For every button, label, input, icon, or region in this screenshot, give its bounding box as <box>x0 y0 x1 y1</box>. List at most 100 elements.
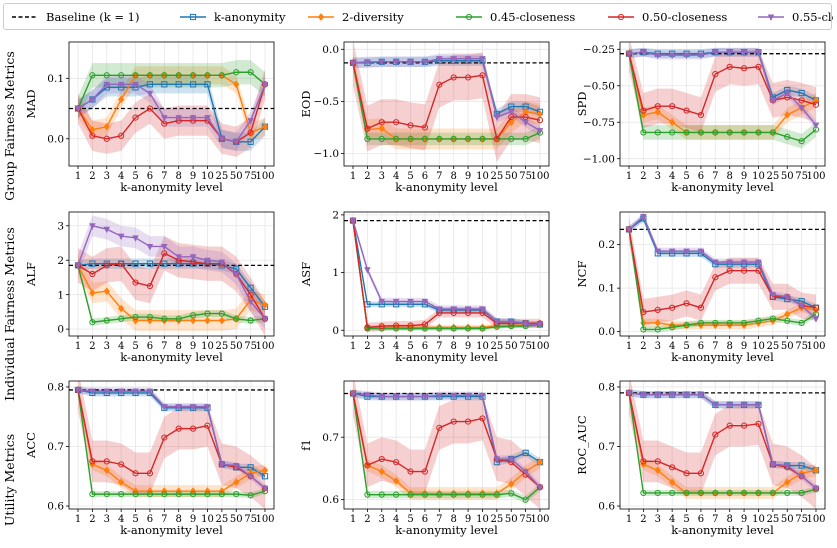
band-c055 <box>353 217 540 328</box>
point-c055 <box>175 254 182 261</box>
point-c055 <box>479 306 486 313</box>
x-tick-label: 50 <box>505 341 518 352</box>
point-c050 <box>683 470 690 477</box>
x-tick-label: 7 <box>161 514 167 525</box>
point-c050 <box>669 103 676 110</box>
x-tick-label: 10 <box>752 514 765 525</box>
point-c055 <box>117 388 125 396</box>
point-c045 <box>421 325 429 332</box>
point-div <box>233 80 240 89</box>
legend-marker-c055 <box>767 14 775 21</box>
point-div <box>378 467 385 476</box>
y-tick-label: 2 <box>332 209 339 221</box>
plot-area <box>69 381 274 509</box>
point-kanon <box>247 138 254 145</box>
x-tick-label: 3 <box>379 341 385 352</box>
point-c045 <box>247 492 254 499</box>
x-tick-label: 100 <box>255 171 274 182</box>
x-tick-label: 10 <box>752 341 765 352</box>
series-line-div <box>352 393 541 495</box>
x-tick-label: 75 <box>519 171 532 182</box>
x-tick-label: 10 <box>476 171 489 182</box>
x-axis-label: k-anonymity level <box>395 350 498 364</box>
x-tick-label: 10 <box>476 514 489 525</box>
y-tick-label: 0.1 <box>47 73 64 85</box>
point-c050 <box>798 97 805 104</box>
point-div <box>261 466 269 475</box>
x-tick-label: 2 <box>89 341 95 352</box>
row-label-2: Utility Metrics <box>2 434 17 526</box>
point-c055 <box>218 259 226 266</box>
point-c045 <box>726 489 733 497</box>
point-c045 <box>755 129 762 136</box>
x-tick-label: 4 <box>118 171 124 182</box>
point-c055 <box>640 49 647 57</box>
band-c045 <box>353 56 540 146</box>
x-tick-label: 75 <box>244 171 257 182</box>
point-c045 <box>364 135 371 143</box>
plot-area <box>620 381 825 509</box>
point-c045 <box>450 325 457 332</box>
axes-frame <box>619 211 826 337</box>
x-tick-label: 9 <box>741 341 747 352</box>
axes-frame <box>68 41 275 167</box>
x-axis-label: k-anonymity level <box>120 180 223 194</box>
point-c050 <box>161 434 168 441</box>
point-c055 <box>378 394 386 401</box>
y-tick-label: −1.00 <box>583 153 615 165</box>
point-c045 <box>161 72 168 79</box>
x-tick-label: 75 <box>795 171 808 182</box>
x-tick-label: 2 <box>89 514 95 525</box>
y-tick-label: 0.8 <box>47 382 64 394</box>
point-c045 <box>378 135 385 143</box>
point-c045 <box>436 491 443 498</box>
plot-area <box>344 381 549 509</box>
point-c045 <box>640 489 647 497</box>
point-c055 <box>654 52 662 60</box>
x-tick-label: 5 <box>683 171 689 182</box>
point-c050 <box>697 111 705 119</box>
point-c050 <box>450 74 457 81</box>
y-axis-label: ROC_AUC <box>575 415 589 475</box>
point-kanon <box>189 81 197 88</box>
point-c050 <box>726 63 733 70</box>
x-tick-label: 2 <box>640 341 646 352</box>
point-div <box>378 124 385 133</box>
x-tick-label: 9 <box>465 514 471 525</box>
point-c055 <box>683 392 690 399</box>
point-c045 <box>784 489 791 497</box>
point-div <box>812 466 820 475</box>
x-tick-label: 25 <box>215 171 228 182</box>
x-tick-label: 6 <box>698 341 704 352</box>
point-c045 <box>204 310 211 317</box>
point-c055 <box>161 243 168 251</box>
point-c050 <box>421 468 429 475</box>
x-tick-label: 6 <box>698 514 704 525</box>
point-kanon <box>522 449 529 456</box>
series-line-c055 <box>352 392 541 488</box>
point-c055 <box>712 402 719 409</box>
point-c045 <box>654 489 661 497</box>
point-c050 <box>450 418 457 425</box>
x-tick-label: 75 <box>795 514 808 525</box>
x-tick-label: 100 <box>530 341 549 352</box>
legend-label-c050: 0.50-closeness <box>642 10 727 24</box>
point-c045 <box>450 491 457 498</box>
x-tick-label: 7 <box>436 514 442 525</box>
x-tick-label: 6 <box>422 341 428 352</box>
x-tick-label: 1 <box>626 171 632 182</box>
point-c045 <box>769 489 776 497</box>
point-c045 <box>233 491 240 498</box>
point-c050 <box>669 464 676 471</box>
x-tick-label: 100 <box>806 171 825 182</box>
x-tick-label: 3 <box>104 514 110 525</box>
point-div <box>103 287 110 296</box>
point-c055 <box>740 259 748 267</box>
point-c055 <box>493 319 501 326</box>
point-c055 <box>407 394 414 401</box>
point-c050 <box>683 300 690 307</box>
x-tick-label: 7 <box>712 171 718 182</box>
point-c055 <box>378 298 386 306</box>
point-c045 <box>146 491 154 498</box>
x-tick-label: 7 <box>436 341 442 352</box>
